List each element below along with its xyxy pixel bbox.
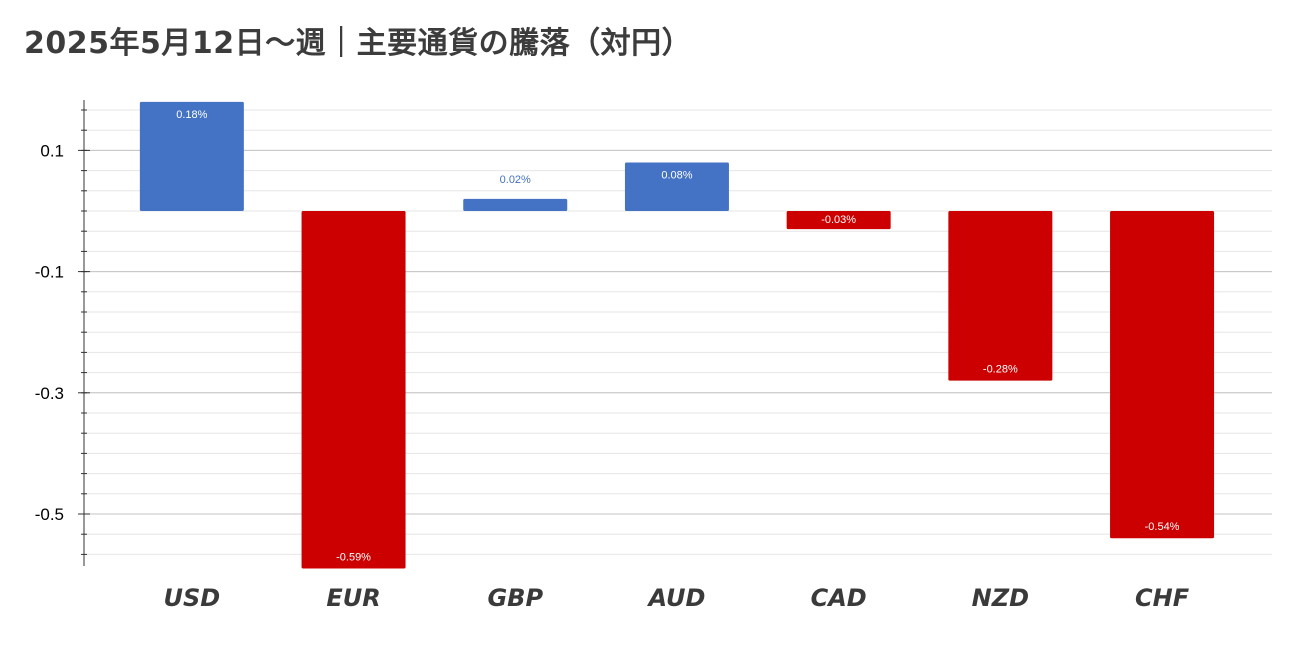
x-tick-label-gbp: GBP — [487, 584, 543, 612]
bars — [139, 101, 1215, 569]
x-tick-label-aud: AUD — [646, 584, 705, 612]
y-tick-label: -0.3 — [35, 384, 64, 403]
data-label-nzd: -0.28% — [983, 364, 1018, 376]
y-tick-label: 0.1 — [40, 141, 64, 160]
data-labels: 0.18% -0.59% 0.02% 0.08% -0.03% -0.28% -0.54% — [176, 109, 1179, 564]
x-tick-label-nzd: NZD — [972, 584, 1029, 612]
y-tick-label: -0.5 — [35, 505, 64, 524]
x-axis-labels: USD EUR GBP AUD CAD NZD CHF — [163, 584, 1189, 612]
bar-usd — [139, 101, 244, 211]
bar-nzd — [948, 211, 1053, 381]
data-label-gbp: 0.02% — [500, 174, 531, 186]
x-tick-label-chf: CHF — [1135, 584, 1190, 612]
data-label-chf: -0.54% — [1145, 521, 1180, 533]
y-tick-label: -0.1 — [35, 263, 64, 282]
x-tick-label-cad: CAD — [811, 584, 867, 612]
bar-cad — [786, 211, 891, 230]
bar-gbp — [463, 198, 568, 211]
gridlines — [84, 109, 1272, 555]
data-label-eur: -0.59% — [336, 552, 371, 564]
x-tick-label-eur: EUR — [326, 584, 380, 612]
x-tick-label-usd: USD — [163, 584, 220, 612]
chart-title: 2025年5月12日〜週｜主要通貨の騰落（対円） — [24, 26, 693, 61]
bar-aud — [624, 162, 729, 211]
data-label-usd: 0.18% — [176, 109, 207, 121]
bar-eur — [301, 211, 406, 569]
data-label-aud: 0.08% — [661, 170, 692, 182]
data-label-cad: -0.03% — [821, 214, 856, 226]
bar-chf — [1110, 211, 1215, 539]
y-axis: 0.1 -0.1 -0.3 -0.5 — [35, 100, 90, 566]
